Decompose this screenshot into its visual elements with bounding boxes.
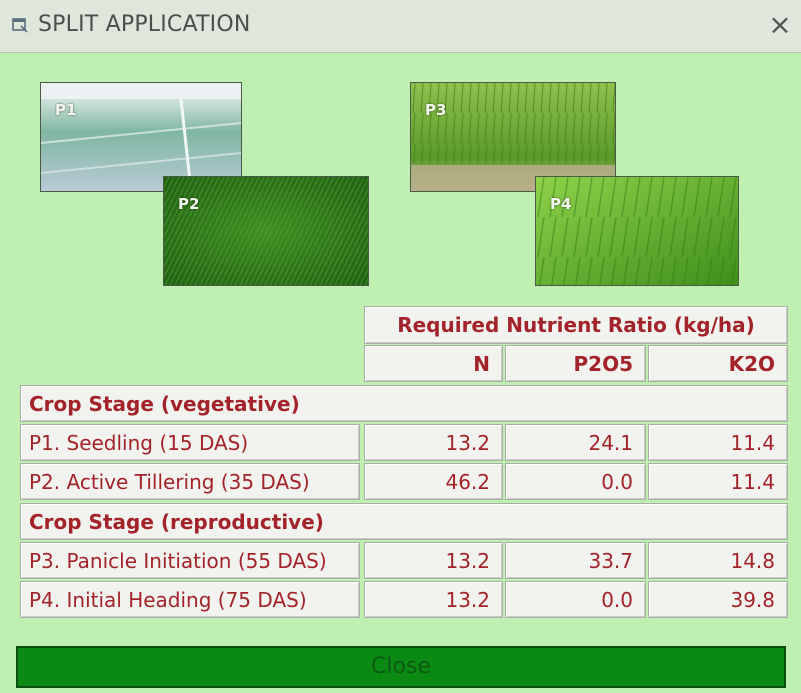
value-n: 13.2 [445,548,490,573]
stage-label: P4. Initial Heading (75 DAS) [29,587,307,612]
value-cell-p2-n: 46.2 [364,463,503,500]
column-p2o5-label: P2O5 [573,351,634,376]
column-header-p2o5: P2O5 [505,345,646,382]
heading-crop-photo [536,177,738,285]
stage-cell-p1: P1. Seedling (15 DAS) [20,424,360,461]
value-k2o: 11.4 [730,430,775,455]
title-bar: SPLIT APPLICATION × [0,0,801,53]
close-button[interactable]: Close [16,646,786,688]
nutrient-ratio-title: Required Nutrient Ratio (kg/ha) [397,313,755,337]
value-p2o5: 0.0 [601,587,633,612]
value-cell-p1-n: 13.2 [364,424,503,461]
column-n-label: N [473,351,490,376]
value-cell-p4-k2o: 39.8 [648,581,788,618]
nutrient-ratio-header: Required Nutrient Ratio (kg/ha) [364,306,788,344]
seedling-field-photo [41,83,241,191]
photo-p4: P4 [535,176,739,286]
window-title: SPLIT APPLICATION [38,12,251,37]
stage-cell-p2: P2. Active Tillering (35 DAS) [20,463,360,500]
value-cell-p3-n: 13.2 [364,542,503,579]
value-n: 13.2 [445,587,490,612]
column-header-n: N [364,345,503,382]
value-k2o: 39.8 [730,587,775,612]
value-cell-p3-p2o5: 33.7 [505,542,646,579]
value-k2o: 11.4 [730,469,775,494]
value-cell-p4-n: 13.2 [364,581,503,618]
app-icon [12,18,28,33]
value-cell-p2-k2o: 11.4 [648,463,788,500]
value-cell-p1-p2o5: 24.1 [505,424,646,461]
value-p2o5: 0.0 [601,469,633,494]
value-cell-p3-k2o: 14.8 [648,542,788,579]
stage-label: P2. Active Tillering (35 DAS) [29,469,310,494]
panicle-initiation-photo [411,83,615,191]
close-icon[interactable]: × [768,8,792,41]
photo-label-p1: P1 [55,101,77,119]
value-cell-p2-p2o5: 0.0 [505,463,646,500]
stage-cell-p4: P4. Initial Heading (75 DAS) [20,581,360,618]
value-k2o: 14.8 [730,548,775,573]
value-p2o5: 24.1 [588,430,633,455]
section-heading-vegetative: Crop Stage (vegetative) [20,385,788,422]
close-button-label: Close [371,654,431,679]
section-reproductive-label: Crop Stage (reproductive) [29,509,324,534]
section-vegetative-label: Crop Stage (vegetative) [29,391,300,416]
value-n: 46.2 [445,469,490,494]
value-cell-p4-p2o5: 0.0 [505,581,646,618]
column-k2o-label: K2O [728,351,775,376]
stage-label: P1. Seedling (15 DAS) [29,430,249,455]
photo-p3: P3 [410,82,616,192]
stage-cell-p3: P3. Panicle Initiation (55 DAS) [20,542,360,579]
photo-label-p3: P3 [425,101,447,119]
value-p2o5: 33.7 [588,548,633,573]
column-header-k2o: K2O [648,345,788,382]
photo-label-p4: P4 [550,195,572,213]
photo-p2: P2 [163,176,369,286]
photo-p1: P1 [40,82,242,192]
value-cell-p1-k2o: 11.4 [648,424,788,461]
section-heading-reproductive: Crop Stage (reproductive) [20,503,788,540]
stage-label: P3. Panicle Initiation (55 DAS) [29,548,327,573]
tillering-crop-photo [164,177,368,285]
photo-label-p2: P2 [178,195,200,213]
value-n: 13.2 [445,430,490,455]
